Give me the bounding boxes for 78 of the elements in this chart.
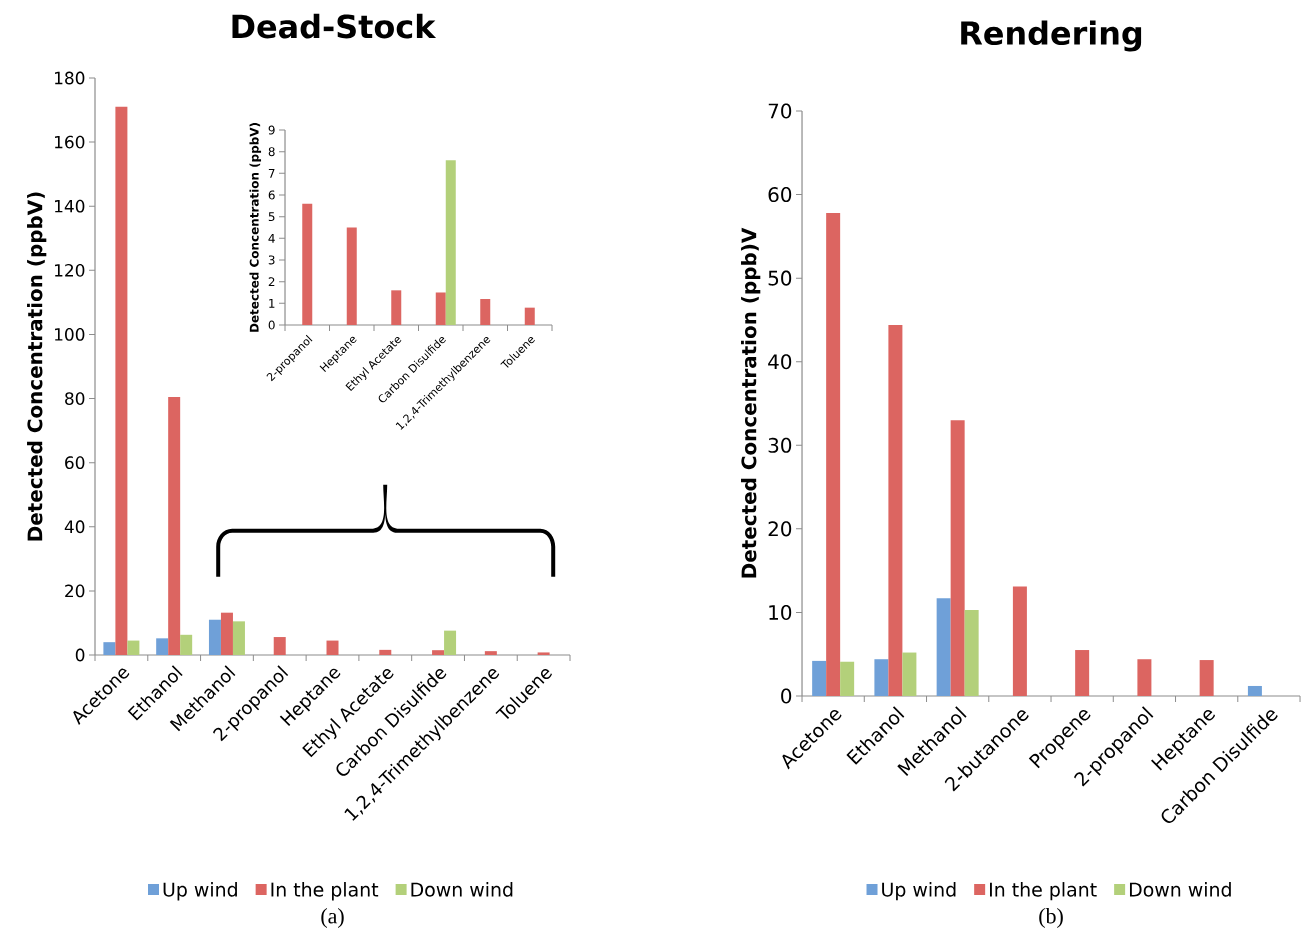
y-tick-label: 5 <box>268 212 275 222</box>
y-tick-label: 10 <box>769 604 792 620</box>
bar <box>1247 685 1262 696</box>
text: (a) <box>321 908 344 928</box>
bar <box>888 324 903 696</box>
bar <box>180 634 193 655</box>
y-axis-title: Detected Concentration (ppbV) <box>27 192 47 541</box>
bar <box>950 420 965 696</box>
y-axis-title: Detected Concentration (ppbV) <box>249 123 262 332</box>
y-tick-label: 8 <box>268 147 275 157</box>
y-tick-label: 7 <box>268 168 275 178</box>
bar <box>964 609 979 696</box>
bar <box>812 660 827 696</box>
bar <box>220 612 233 655</box>
bar <box>840 661 855 696</box>
legend-label: Down wind <box>411 882 513 897</box>
legend-label: Up wind <box>163 882 237 901</box>
bar <box>302 203 313 325</box>
bar <box>326 640 339 655</box>
bar <box>524 307 535 325</box>
bar <box>273 637 286 655</box>
legend-label: In the plant <box>271 882 379 901</box>
y-tick-label: 60 <box>65 456 85 470</box>
y-tick-label: 0 <box>781 688 792 704</box>
bar <box>444 630 457 655</box>
bar <box>537 652 550 655</box>
bar <box>156 638 169 655</box>
y-tick-label: 100 <box>55 328 85 341</box>
chart-title: Rendering <box>961 20 1142 52</box>
chart-title: Dead-Stock <box>232 13 437 39</box>
legend-label: Down wind <box>1129 882 1231 897</box>
bar <box>1012 586 1027 696</box>
y-tick-label: 120 <box>55 263 85 277</box>
bar <box>484 651 497 655</box>
y-tick-label: 9 <box>268 125 275 135</box>
bar <box>391 290 402 325</box>
bar <box>432 650 445 655</box>
bar <box>1137 659 1152 696</box>
y-tick-label: 50 <box>768 270 792 286</box>
legend-label: In the plant <box>990 882 1097 901</box>
bar <box>103 642 116 655</box>
y-tick-label: 80 <box>65 392 85 405</box>
y-tick-label: 20 <box>65 584 85 598</box>
y-tick-label: 0 <box>268 320 275 330</box>
bar <box>168 396 181 655</box>
bar <box>480 298 491 325</box>
y-tick-label: 4 <box>268 233 275 243</box>
y-tick-label: 2 <box>268 277 275 287</box>
bar <box>435 292 446 325</box>
bar <box>936 598 951 696</box>
y-tick-label: 6 <box>268 190 275 200</box>
y-tick-label: 20 <box>768 521 792 537</box>
bar <box>826 212 841 696</box>
y-tick-label: 160 <box>55 135 85 149</box>
y-tick-label: 40 <box>768 354 792 370</box>
bar <box>874 659 889 696</box>
bar <box>115 106 128 655</box>
y-tick-label: 40 <box>64 520 85 534</box>
y-axis-title: Detected Concentration (ppb)V <box>741 227 761 578</box>
text: (b) <box>1039 908 1063 928</box>
y-tick-label: 3 <box>268 255 275 265</box>
y-tick-label: 180 <box>55 71 85 85</box>
y-tick-label: 30 <box>768 437 792 453</box>
bar <box>902 652 917 696</box>
y-tick-label: 60 <box>768 187 792 203</box>
bar <box>379 649 392 655</box>
bar <box>1075 650 1090 696</box>
bar <box>445 160 456 325</box>
legend-label: Up wind <box>882 882 956 901</box>
y-tick-label: 70 <box>768 103 792 119</box>
bar <box>208 619 221 655</box>
bar <box>1199 660 1214 696</box>
y-tick-label: 0 <box>75 648 85 662</box>
bar <box>232 621 245 655</box>
y-tick-label: 1 <box>269 298 275 308</box>
bar <box>346 227 357 325</box>
bar <box>127 640 140 655</box>
y-tick-label: 140 <box>55 199 85 213</box>
